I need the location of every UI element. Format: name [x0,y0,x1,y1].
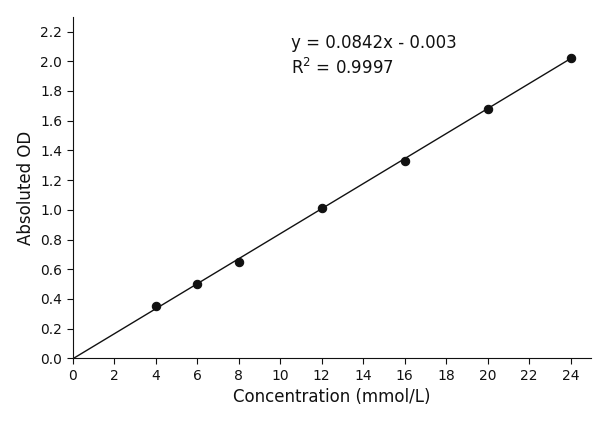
Point [400,157,410,164]
Text: y = 0.0842x - 0.003: y = 0.0842x - 0.003 [291,35,457,52]
Point [317,205,326,212]
Point [483,105,492,112]
Text: R$^2$ = 0.9997: R$^2$ = 0.9997 [291,58,393,78]
Point [565,55,575,62]
Y-axis label: Absoluted OD: Absoluted OD [16,130,35,244]
Point [151,303,161,310]
Point [192,281,202,288]
X-axis label: Concentration (mmol/L): Concentration (mmol/L) [233,388,431,407]
Point [234,258,244,265]
